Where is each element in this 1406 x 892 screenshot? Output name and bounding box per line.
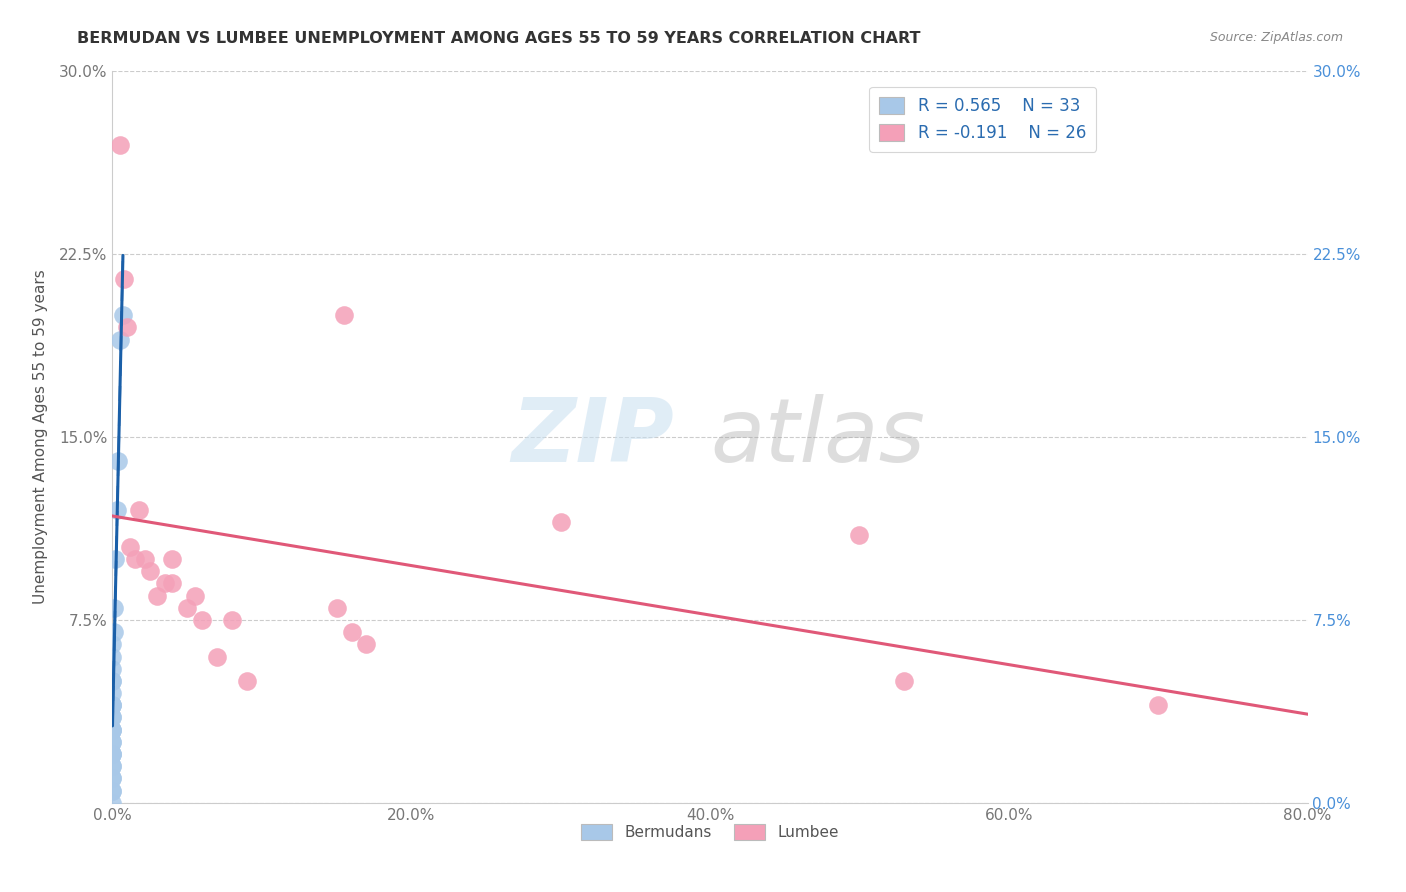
- Point: [101, 637, 124, 651]
- Point: [101, 673, 124, 688]
- Point: [176, 600, 198, 615]
- Point: [101, 759, 124, 773]
- Point: [101, 723, 124, 737]
- Point: [1147, 698, 1170, 713]
- Point: [101, 710, 124, 724]
- Point: [101, 673, 124, 688]
- Point: [333, 308, 356, 322]
- Point: [108, 137, 131, 152]
- Point: [120, 540, 142, 554]
- Point: [162, 552, 183, 566]
- Point: [114, 271, 135, 285]
- Point: [101, 723, 124, 737]
- Point: [103, 625, 125, 640]
- Point: [101, 759, 124, 773]
- Point: [325, 600, 347, 615]
- Point: [101, 698, 124, 713]
- Point: [893, 673, 915, 688]
- Point: [101, 747, 124, 761]
- Text: BERMUDAN VS LUMBEE UNEMPLOYMENT AMONG AGES 55 TO 59 YEARS CORRELATION CHART: BERMUDAN VS LUMBEE UNEMPLOYMENT AMONG AG…: [77, 31, 921, 46]
- Point: [101, 747, 124, 761]
- Point: [101, 747, 124, 761]
- Point: [101, 772, 124, 786]
- Point: [236, 673, 259, 688]
- Text: atlas: atlas: [710, 394, 925, 480]
- Point: [101, 796, 124, 810]
- Point: [101, 735, 124, 749]
- Point: [101, 649, 124, 664]
- Text: Source: ZipAtlas.com: Source: ZipAtlas.com: [1209, 31, 1343, 45]
- Point: [101, 783, 124, 797]
- Point: [104, 552, 127, 566]
- Point: [146, 589, 169, 603]
- Point: [340, 625, 363, 640]
- Point: [101, 710, 124, 724]
- Point: [205, 649, 228, 664]
- Point: [191, 613, 214, 627]
- Point: [105, 503, 128, 517]
- Point: [848, 527, 870, 541]
- Point: [101, 686, 124, 700]
- Legend: Bermudans, Lumbee: Bermudans, Lumbee: [575, 818, 845, 847]
- Point: [162, 576, 183, 591]
- Point: [356, 637, 378, 651]
- Point: [101, 772, 124, 786]
- Point: [108, 333, 131, 347]
- Point: [221, 613, 243, 627]
- Point: [101, 662, 124, 676]
- Point: [107, 454, 129, 468]
- Point: [183, 589, 205, 603]
- Point: [101, 698, 124, 713]
- Point: [111, 308, 134, 322]
- Point: [101, 723, 124, 737]
- Point: [101, 735, 124, 749]
- Point: [124, 552, 146, 566]
- Y-axis label: Unemployment Among Ages 55 to 59 years: Unemployment Among Ages 55 to 59 years: [32, 269, 48, 605]
- Point: [128, 503, 150, 517]
- Point: [117, 320, 139, 334]
- Point: [103, 600, 125, 615]
- Point: [139, 564, 162, 578]
- Point: [134, 552, 156, 566]
- Point: [153, 576, 176, 591]
- Point: [101, 698, 124, 713]
- Point: [550, 516, 572, 530]
- Point: [101, 783, 124, 797]
- Text: ZIP: ZIP: [512, 393, 675, 481]
